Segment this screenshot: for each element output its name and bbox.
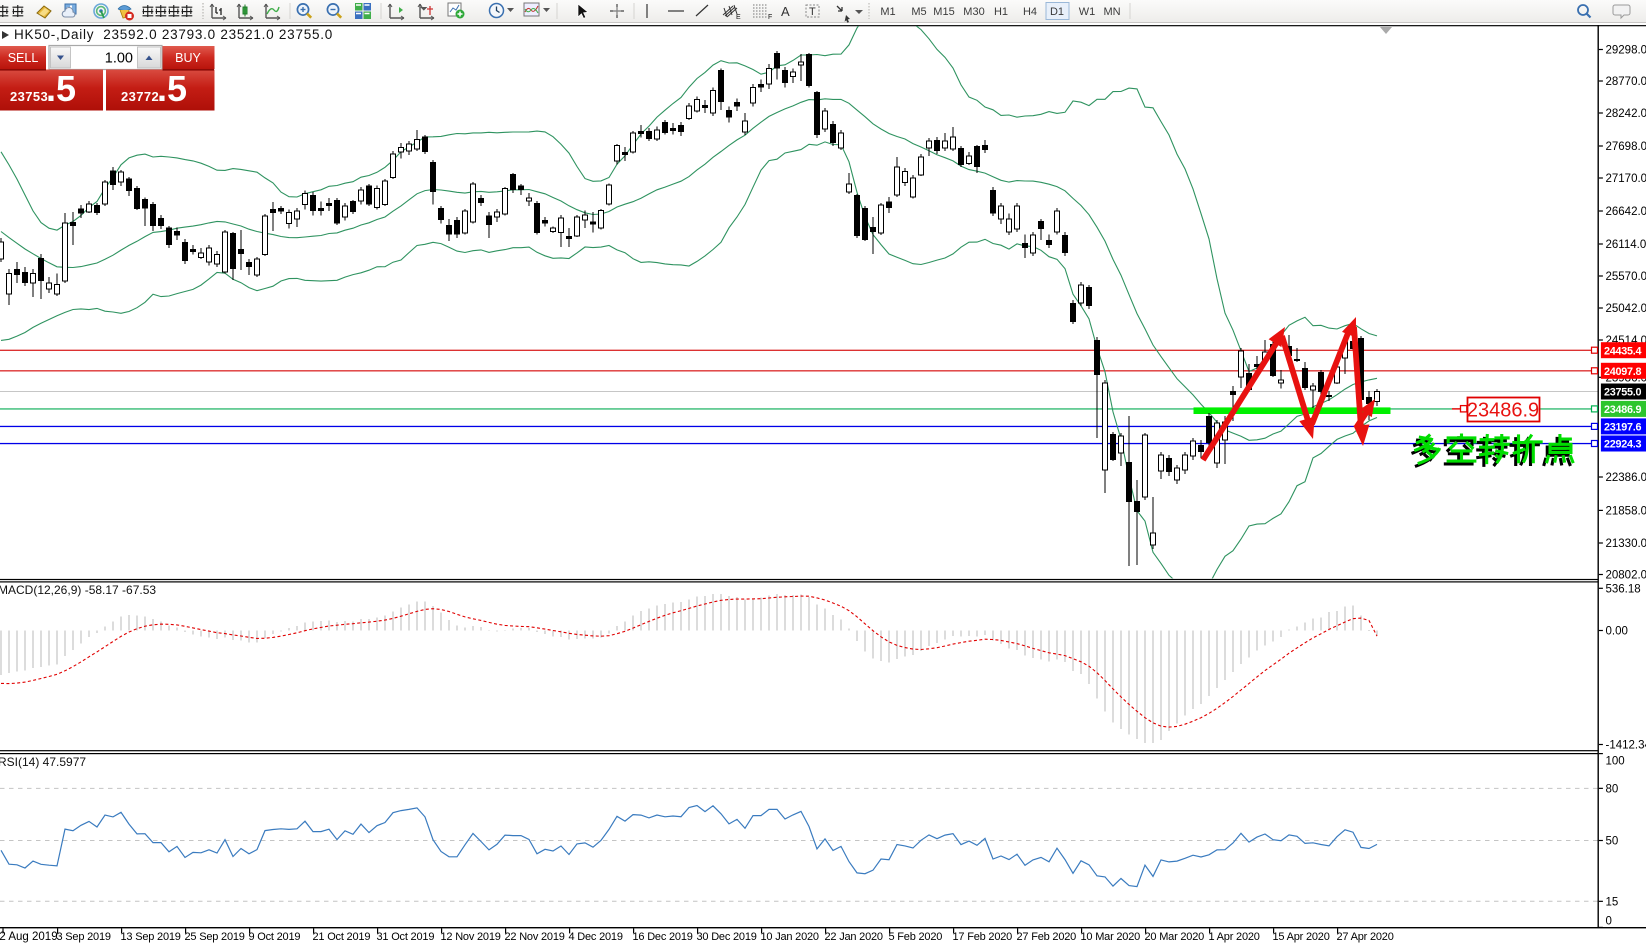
svg-text:MACD(12,26,9) -58.17 -67.53: MACD(12,26,9) -58.17 -67.53 [0,583,156,597]
svg-text:A: A [781,4,790,19]
svg-text:M5: M5 [911,6,926,18]
svg-text:22 Aug 2019: 22 Aug 2019 [0,931,58,943]
svg-text:23486.9: 23486.9 [1467,400,1539,422]
svg-text:27170.0: 27170.0 [1606,173,1646,185]
svg-text:E: E [736,14,741,21]
svg-text:24435.4: 24435.4 [1604,345,1642,357]
svg-text:27 Apr 2020: 27 Apr 2020 [1337,931,1394,943]
svg-text:15 Apr 2020: 15 Apr 2020 [1273,931,1330,943]
svg-text:15: 15 [1606,896,1619,908]
svg-text:536.18: 536.18 [1606,583,1641,595]
svg-text:100: 100 [1606,756,1625,768]
svg-text:20802.0: 20802.0 [1606,570,1646,582]
svg-text:BUY: BUY [175,51,201,65]
svg-text:22924.3: 22924.3 [1604,439,1642,451]
svg-text:12 Nov 2019: 12 Nov 2019 [441,931,501,943]
svg-text:50: 50 [1606,836,1619,848]
svg-text:-1412.34: -1412.34 [1606,740,1646,752]
svg-text:23753: 23753 [10,89,48,104]
svg-text:20 Mar 2020: 20 Mar 2020 [1145,931,1205,943]
svg-text:26642.0: 26642.0 [1606,206,1646,218]
svg-text:13 Sep 2019: 13 Sep 2019 [121,931,181,943]
svg-text:29298.0: 29298.0 [1606,45,1646,57]
svg-text:HK50-,Daily 23592.0 23793.0 2: HK50-,Daily 23592.0 23793.0 23521.0 2375… [14,27,333,42]
svg-text:30 Dec 2019: 30 Dec 2019 [697,931,757,943]
svg-text:0: 0 [1606,916,1612,928]
svg-text:25 Sep 2019: 25 Sep 2019 [185,931,245,943]
svg-text:10 Mar 2020: 10 Mar 2020 [1081,931,1141,943]
svg-text:23755.0: 23755.0 [1604,387,1642,399]
svg-text:H4: H4 [1023,6,1037,18]
svg-text:M30: M30 [963,6,984,18]
svg-text:1 Apr 2020: 1 Apr 2020 [1209,931,1260,943]
svg-text:26114.0: 26114.0 [1606,239,1646,251]
svg-text:28242.0: 28242.0 [1606,108,1646,120]
svg-text:4 Dec 2019: 4 Dec 2019 [569,931,623,943]
svg-text:16 Dec 2019: 16 Dec 2019 [633,931,693,943]
svg-text:M1: M1 [880,6,895,18]
svg-text:22 Nov 2019: 22 Nov 2019 [505,931,565,943]
svg-text:9 Oct 2019: 9 Oct 2019 [249,931,301,943]
svg-text:10 Jan 2020: 10 Jan 2020 [761,931,819,943]
svg-text:D1: D1 [1050,6,1064,18]
svg-text:23772: 23772 [121,89,159,104]
svg-text:25042.0: 25042.0 [1606,303,1646,315]
svg-text:0.00: 0.00 [1606,626,1628,638]
svg-text:23197.6: 23197.6 [1604,422,1642,434]
svg-text:21 Oct 2019: 21 Oct 2019 [313,931,371,943]
svg-text:MN: MN [1103,6,1120,18]
svg-text:3 Sep 2019: 3 Sep 2019 [57,931,111,943]
svg-text:22 Jan 2020: 22 Jan 2020 [825,931,883,943]
svg-text:SELL: SELL [8,51,39,65]
svg-text:M15: M15 [933,6,954,18]
svg-text:21330.0: 21330.0 [1606,538,1646,550]
svg-text:1.00: 1.00 [105,51,133,67]
svg-text:F: F [768,14,772,21]
svg-text:RSI(14) 47.5977: RSI(14) 47.5977 [0,755,86,769]
svg-text:.5: .5 [46,68,76,109]
svg-text:27 Feb 2020: 27 Feb 2020 [1017,931,1077,943]
svg-text:23486.9: 23486.9 [1604,404,1642,416]
svg-text:W1: W1 [1079,6,1096,18]
svg-text:H1: H1 [994,6,1008,18]
svg-text:25570.0: 25570.0 [1606,271,1646,283]
svg-text:22386.0: 22386.0 [1606,472,1646,484]
svg-text:5 Feb 2020: 5 Feb 2020 [889,931,943,943]
svg-text:21858.0: 21858.0 [1606,505,1646,517]
svg-text:17 Feb 2020: 17 Feb 2020 [953,931,1013,943]
svg-text:.5: .5 [157,68,187,109]
svg-text:24097.8: 24097.8 [1604,366,1642,378]
svg-text:80: 80 [1606,783,1619,795]
svg-text:31 Oct 2019: 31 Oct 2019 [377,931,435,943]
svg-text:T: T [809,6,816,18]
svg-text:28770.0: 28770.0 [1606,76,1646,88]
svg-text:27698.0: 27698.0 [1606,141,1646,153]
